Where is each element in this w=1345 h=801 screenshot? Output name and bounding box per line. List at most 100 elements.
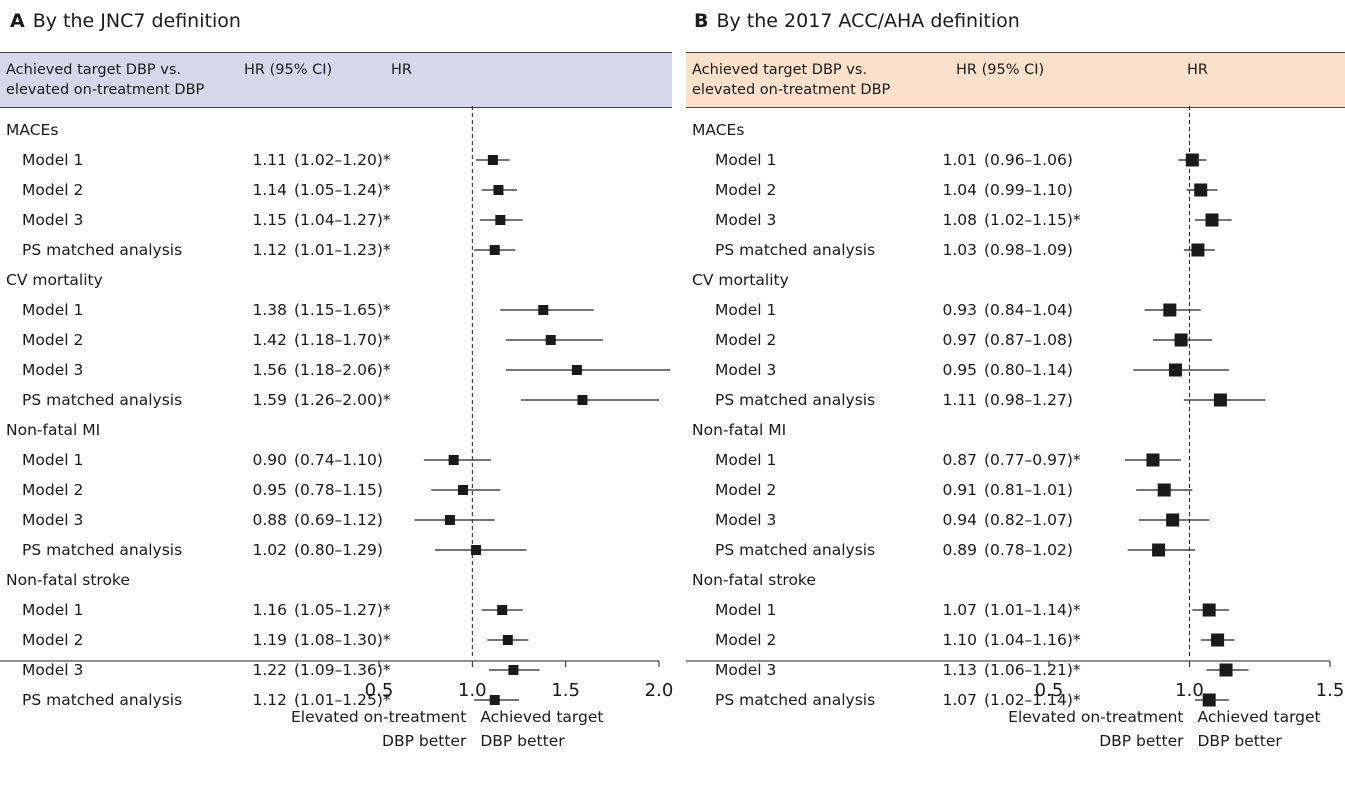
row-label: PS matched analysis — [715, 541, 875, 559]
hr-marker — [577, 395, 588, 405]
hr-value: 1.01 — [942, 151, 977, 169]
hr-value: 0.88 — [252, 511, 287, 529]
hr-marker — [571, 365, 582, 375]
row-label: Model 3 — [715, 361, 776, 379]
row-label: PS matched analysis — [22, 241, 182, 259]
ci-value: (0.78–1.15) — [294, 481, 383, 499]
hr-marker — [1174, 333, 1188, 347]
header-hr-ci: HR (95% CI) — [244, 62, 333, 78]
favours-left-line1: Elevated on-treatment — [291, 708, 466, 726]
hr-marker — [489, 245, 500, 255]
ci-value: (1.01–1.23)* — [294, 241, 391, 259]
ci-value: (1.02–1.14)* — [984, 691, 1081, 709]
ci-value: (1.05–1.24)* — [294, 181, 391, 199]
ci-value: (1.05–1.27)* — [294, 601, 391, 619]
panel-title-text: By the 2017 ACC/AHA definition — [716, 10, 1020, 32]
hr-value: 1.07 — [942, 601, 977, 619]
hr-marker — [1166, 513, 1180, 527]
hr-marker — [1191, 243, 1205, 257]
group-label: MACEs — [692, 121, 744, 139]
favours-left-line2: DBP better — [1099, 732, 1184, 750]
ci-value: (1.15–1.65)* — [294, 301, 391, 319]
ci-value: (1.01–1.14)* — [984, 601, 1081, 619]
ci-value: (1.06–1.21)* — [984, 661, 1081, 679]
hr-value: 1.19 — [252, 631, 287, 649]
row-label: Model 2 — [22, 331, 83, 349]
panel-a: A By the JNC7 definition Achieved target … — [0, 0, 674, 801]
row-label: Model 1 — [715, 151, 776, 169]
header-comparison-line2: elevated on-treatment DBP — [6, 82, 205, 98]
ci-value: (0.96–1.06) — [984, 151, 1073, 169]
hr-marker — [538, 305, 549, 315]
hr-value: 0.93 — [942, 301, 977, 319]
hr-marker — [1157, 483, 1171, 497]
hr-value: 1.14 — [252, 181, 287, 199]
x-tick-label: 1.5 — [1316, 680, 1345, 701]
row-label: Model 1 — [22, 451, 83, 469]
x-tick-label: 1.0 — [1175, 680, 1204, 701]
hr-marker — [1146, 453, 1160, 467]
row-label: PS matched analysis — [715, 241, 875, 259]
hr-marker — [448, 455, 459, 465]
x-tick-label: 2.0 — [645, 680, 674, 701]
hr-value: 0.97 — [942, 331, 977, 349]
hr-marker — [1185, 153, 1199, 167]
hr-value: 1.42 — [252, 331, 287, 349]
row-label: Model 2 — [715, 481, 776, 499]
favours-left-line1: Elevated on-treatment — [1008, 708, 1183, 726]
panel-letter: A — [10, 10, 25, 32]
x-tick-label: 1.0 — [458, 680, 487, 701]
ci-value: (0.84–1.04) — [984, 301, 1073, 319]
favours-right-line2: DBP better — [480, 732, 565, 750]
favours-right-line2: DBP better — [1198, 732, 1283, 750]
hr-value: 1.07 — [942, 691, 977, 709]
hr-value: 1.10 — [942, 631, 977, 649]
panel-title-text: By the JNC7 definition — [32, 10, 241, 32]
row-label: Model 1 — [22, 151, 83, 169]
hr-marker — [502, 635, 513, 645]
header-comparison-label: Achieved target DBP vs. elevated on-trea… — [692, 60, 932, 100]
hr-marker — [444, 515, 455, 525]
group-label: MACEs — [6, 121, 58, 139]
ci-value: (0.78–1.02) — [984, 541, 1073, 559]
row-label: Model 2 — [715, 631, 776, 649]
row-label: Model 3 — [715, 661, 776, 679]
hr-marker — [1213, 393, 1227, 407]
header-comparison-label: Achieved target DBP vs. elevated on-trea… — [6, 60, 246, 100]
ci-value: (0.80–1.14) — [984, 361, 1073, 379]
hr-value: 0.89 — [942, 541, 977, 559]
ci-value: (1.02–1.15)* — [984, 211, 1081, 229]
hr-value: 1.11 — [942, 391, 977, 409]
row-label: Model 3 — [22, 361, 83, 379]
header-band — [686, 52, 1345, 108]
favours-right-line1: Achieved target — [480, 708, 603, 726]
ci-value: (0.69–1.12) — [294, 511, 383, 529]
hr-marker — [545, 335, 556, 345]
hr-marker — [493, 185, 504, 195]
group-label: CV mortality — [6, 271, 103, 289]
ci-value: (0.82–1.07) — [984, 511, 1073, 529]
hr-marker — [508, 665, 519, 675]
hr-value: 0.90 — [252, 451, 287, 469]
hr-value: 1.16 — [252, 601, 287, 619]
hr-value: 1.03 — [942, 241, 977, 259]
hr-value: 1.11 — [252, 151, 287, 169]
hr-marker — [1211, 633, 1225, 647]
row-label: Model 3 — [22, 211, 83, 229]
row-label: PS matched analysis — [715, 691, 875, 709]
hr-value: 0.91 — [942, 481, 977, 499]
favours-right-line1: Achieved target — [1198, 708, 1321, 726]
row-label: PS matched analysis — [22, 391, 182, 409]
hr-marker — [497, 605, 508, 615]
group-label: Non-fatal MI — [6, 421, 100, 439]
hr-marker — [489, 695, 500, 705]
ci-value: (0.99–1.10) — [984, 181, 1073, 199]
header-hr: HR — [391, 62, 412, 78]
hr-value: 1.12 — [252, 241, 287, 259]
hr-value: 1.12 — [252, 691, 287, 709]
header-comparison-line2: elevated on-treatment DBP — [692, 82, 891, 98]
ci-value: (1.04–1.16)* — [984, 631, 1081, 649]
row-label: Model 2 — [715, 181, 776, 199]
header-comparison-line1: Achieved target DBP vs. — [6, 62, 181, 78]
hr-value: 1.13 — [942, 661, 977, 679]
